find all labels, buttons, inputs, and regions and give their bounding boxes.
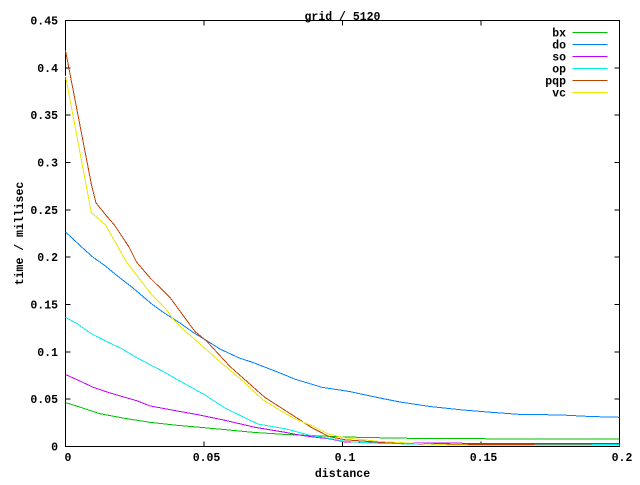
svg-text:distance: distance xyxy=(315,468,370,480)
svg-text:0.25: 0.25 xyxy=(30,205,58,218)
svg-text:0.05: 0.05 xyxy=(193,452,221,465)
svg-text:0: 0 xyxy=(51,442,58,455)
svg-text:0: 0 xyxy=(65,452,72,465)
svg-text:0.3: 0.3 xyxy=(37,158,58,171)
svg-text:do: do xyxy=(552,40,566,53)
svg-text:pqp: pqp xyxy=(545,76,566,89)
svg-text:0.35: 0.35 xyxy=(30,110,58,123)
svg-text:so: so xyxy=(552,52,566,65)
svg-text:0.15: 0.15 xyxy=(30,300,58,313)
svg-text:op: op xyxy=(552,64,566,77)
svg-text:grid / 5120: grid / 5120 xyxy=(305,11,381,24)
svg-text:0.1: 0.1 xyxy=(37,347,58,360)
svg-text:0.4: 0.4 xyxy=(37,63,58,76)
svg-text:0.15: 0.15 xyxy=(470,452,498,465)
svg-text:0.45: 0.45 xyxy=(30,16,58,29)
svg-text:time / millisec: time / millisec xyxy=(14,182,27,286)
svg-text:0.2: 0.2 xyxy=(612,452,633,465)
svg-text:vc: vc xyxy=(552,88,566,101)
svg-text:bx: bx xyxy=(552,28,566,41)
svg-text:0.1: 0.1 xyxy=(335,452,356,465)
svg-text:0.2: 0.2 xyxy=(37,252,58,265)
svg-text:0.05: 0.05 xyxy=(30,394,58,407)
